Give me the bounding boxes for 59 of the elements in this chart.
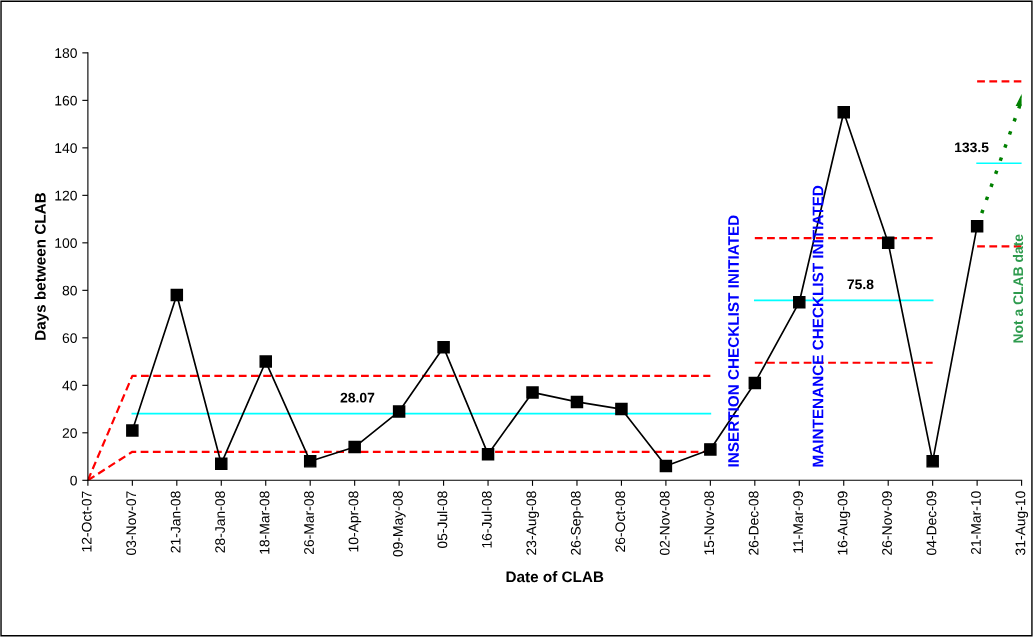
x-tick-label: 16-Jul-08 xyxy=(481,491,492,548)
x-tick-label: 04-Dec-09 xyxy=(926,491,937,556)
point xyxy=(215,457,228,470)
y-tick-label: 60 xyxy=(62,333,77,343)
point xyxy=(837,105,850,119)
point xyxy=(259,355,272,368)
annotation: 28.07 xyxy=(340,392,375,403)
x-tick-label: 23-Aug-08 xyxy=(526,491,539,555)
x-tick-label: 10-Apr-08 xyxy=(348,491,362,552)
annotation: Not a CLAB date xyxy=(1012,234,1024,343)
x-tick-label: 26-Dec-08 xyxy=(748,491,759,555)
y-tick-label: 80 xyxy=(62,285,77,296)
point xyxy=(437,341,450,354)
point xyxy=(303,455,317,468)
x-tick-label: 09-May-08 xyxy=(393,491,406,557)
y-tick-label: 40 xyxy=(62,380,77,391)
x-tick-label: 21-Mar-10 xyxy=(971,491,981,555)
x-tick-label: 26-Mar-08 xyxy=(304,491,314,555)
y-tick-label: 160 xyxy=(55,95,77,106)
point xyxy=(348,440,361,454)
point xyxy=(126,424,139,437)
x-tick-label: 12-Oct-07 xyxy=(81,491,92,552)
x-tick-label: 21-Jan-08 xyxy=(170,491,181,553)
x-tick-label: 26-Oct-08 xyxy=(615,491,626,552)
y-tick-label: 20 xyxy=(62,428,77,438)
x-tick-label: 03-Nov-07 xyxy=(126,491,137,556)
x-tick-label: 26-Nov-09 xyxy=(882,491,892,555)
x-tick-label: 15-Nov-08 xyxy=(704,491,715,555)
point xyxy=(481,447,495,461)
y-tick-label: 100 xyxy=(55,238,77,249)
y-tick-label: 120 xyxy=(55,190,77,201)
x-tick-label: 11-Mar-09 xyxy=(793,491,804,553)
point xyxy=(659,459,673,473)
y-tick-label: 0 xyxy=(70,475,77,486)
point xyxy=(170,288,184,302)
x-tick-label: 02-Nov-08 xyxy=(659,491,670,556)
x-tick-label: 05-Jul-08 xyxy=(437,491,448,549)
x-axis-title: Date of CLAB xyxy=(506,570,604,583)
x-tick-label: 26-Sep-08 xyxy=(570,491,584,555)
x-tick-label: 18-Mar-08 xyxy=(259,491,270,554)
point xyxy=(704,443,717,456)
point xyxy=(526,386,539,399)
point xyxy=(748,376,762,390)
x-tick-label: 28-Jan-08 xyxy=(215,491,225,553)
annotation: MAINTENANCE CHECKLIST INITIATED xyxy=(812,185,824,467)
y-tick-label: 180 xyxy=(55,48,77,59)
point xyxy=(392,405,406,418)
annotation: 75.8 xyxy=(847,279,874,290)
point xyxy=(615,402,628,416)
point xyxy=(793,295,806,309)
point xyxy=(926,455,939,468)
y-axis-title: Days between CLAB xyxy=(34,192,49,340)
x-tick-label: 31-Aug-10 xyxy=(1015,491,1029,556)
point xyxy=(881,236,895,250)
annotation: INSERTION CHECKLIST INITIATED xyxy=(728,215,739,467)
annotation: 133.5 xyxy=(955,142,989,153)
point xyxy=(570,395,584,409)
y-tick-label: 140 xyxy=(55,143,77,154)
x-tick-label: 16-Aug-09 xyxy=(837,491,851,555)
